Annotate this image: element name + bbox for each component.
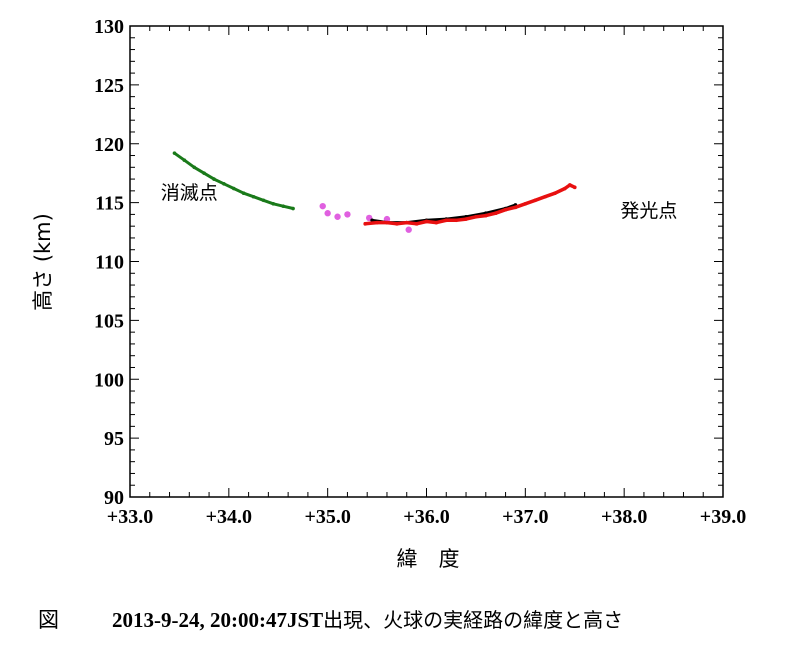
data-point (553, 191, 557, 196)
data-point (444, 218, 449, 223)
data-point (493, 211, 498, 216)
x-tick-label: +35.0 (304, 506, 350, 528)
data-point (202, 171, 206, 175)
x-tick-labels: +33.0 +34.0 +35.0 +36.0 +37.0 +38.0 +39.0 (107, 506, 746, 528)
data-point (231, 186, 236, 191)
data-point (334, 213, 341, 220)
data-point (241, 191, 246, 196)
data-point (271, 202, 276, 206)
data-point (464, 217, 468, 221)
data-point (474, 214, 478, 219)
data-point (405, 226, 412, 233)
caption-description: 出現、火球の実経路の緯度と高さ (323, 608, 624, 632)
data-point (568, 183, 572, 187)
data-point (319, 202, 326, 210)
data-point (375, 220, 379, 225)
annotation-label: 消滅点 (161, 182, 218, 204)
data-point (523, 202, 528, 206)
latitude-height-chart: +33.0 +34.0 +35.0 +36.0 +37.0 +38.0 +39.0 90 95… (31, 16, 746, 571)
data-point (385, 220, 389, 225)
data-point (395, 222, 399, 226)
data-point (344, 211, 351, 218)
series-line (363, 183, 577, 226)
y-tick-label: 130 (94, 16, 124, 38)
caption-datetime: 2013-9-24, 20:00:47JST (112, 608, 324, 632)
axis-ticks (129, 25, 724, 498)
figure-caption: 図 2013-9-24, 20:00:47JST出現、火球の実経路の緯度と高さ (38, 604, 798, 634)
y-tick-label: 100 (94, 369, 124, 391)
data-point (212, 177, 216, 181)
green-track-series (172, 151, 295, 211)
x-tick-label: +36.0 (403, 506, 449, 528)
data-point (484, 213, 488, 218)
data-point (414, 222, 419, 226)
x-axis-title: 緯 度 (397, 547, 460, 571)
data-point (182, 158, 187, 163)
data-point (192, 165, 197, 170)
x-tick-label: +33.0 (107, 506, 153, 528)
x-tick-label: +34.0 (206, 506, 252, 528)
data-point (404, 220, 409, 225)
x-tick-label: +37.0 (502, 506, 548, 528)
figure-label: 図 (38, 608, 59, 632)
data-point (503, 207, 508, 212)
data-point (513, 205, 518, 210)
data-point (434, 220, 439, 225)
data-point (363, 222, 368, 226)
data-point (454, 218, 458, 223)
y-tick-label: 105 (94, 310, 124, 332)
annotation-label: 発光点 (620, 200, 677, 222)
data-series (172, 151, 577, 233)
data-point (172, 151, 177, 155)
y-tick-label: 95 (104, 428, 124, 450)
data-point (533, 198, 538, 203)
y-axis-title: 高さ (km) (31, 213, 55, 311)
data-point (291, 206, 295, 211)
data-point (324, 210, 331, 217)
data-point (383, 215, 391, 223)
plot-frame (129, 25, 724, 498)
y-tick-label: 120 (94, 134, 124, 156)
data-point (370, 218, 374, 223)
plot-border (129, 25, 724, 498)
y-tick-labels: 90 95 100 105 110 115 120 125 130 (94, 16, 124, 509)
x-tick-label: +39.0 (700, 506, 746, 528)
data-point (281, 204, 285, 208)
data-point (424, 219, 429, 224)
data-point (543, 194, 547, 199)
data-point (563, 186, 567, 191)
y-tick-label: 90 (104, 487, 124, 509)
data-point (251, 194, 256, 199)
x-tick-label: +38.0 (601, 506, 647, 528)
y-tick-label: 125 (94, 75, 124, 97)
data-point (261, 198, 266, 203)
magenta-points-series (319, 202, 412, 233)
y-tick-label: 115 (95, 193, 124, 215)
data-point (572, 185, 577, 190)
data-point (222, 181, 226, 186)
red-track-series (363, 183, 577, 226)
y-tick-label: 110 (95, 252, 124, 274)
